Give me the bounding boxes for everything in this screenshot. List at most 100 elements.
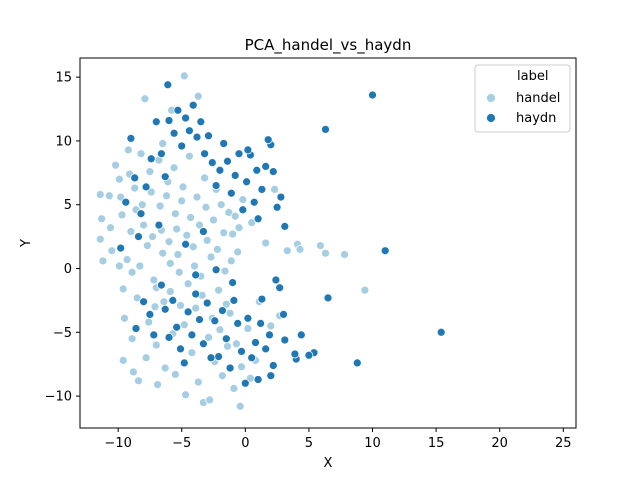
data-point-haydn — [154, 220, 164, 230]
data-point-haydn — [321, 125, 330, 134]
data-point-haydn — [265, 330, 274, 340]
data-point-handel — [95, 190, 105, 199]
data-point-haydn — [214, 352, 223, 361]
x-tick-label: 25 — [555, 436, 572, 451]
data-point-handel — [261, 238, 271, 248]
data-point-haydn — [179, 358, 189, 368]
x-tick-label: 5 — [305, 436, 313, 451]
data-point-handel — [144, 317, 154, 327]
data-point-handel — [151, 340, 161, 350]
data-point-haydn — [160, 304, 170, 314]
data-point-handel — [243, 324, 253, 333]
legend-title: label — [517, 69, 548, 84]
data-point-handel — [155, 201, 165, 211]
data-point-handel — [237, 362, 246, 372]
data-point-haydn — [228, 278, 237, 287]
y-axis: −10 −5 0 5 10 15 — [45, 71, 80, 405]
data-point-haydn — [266, 371, 276, 381]
data-point-haydn — [191, 289, 201, 299]
data-point-handel — [98, 256, 108, 266]
data-point-haydn — [146, 154, 156, 164]
data-point-haydn — [230, 171, 240, 180]
data-point-haydn — [263, 135, 273, 145]
data-point-handel — [186, 213, 195, 222]
data-point-handel — [164, 237, 174, 247]
data-point-haydn — [199, 227, 208, 236]
data-point-handel — [215, 325, 225, 335]
data-point-haydn — [188, 100, 198, 110]
data-point-haydn — [256, 319, 265, 328]
data-point-handel — [229, 384, 239, 393]
data-point-handel — [150, 302, 160, 312]
data-point-haydn — [195, 315, 204, 324]
y-tick-label: 5 — [64, 198, 72, 213]
data-point-haydn — [169, 128, 179, 138]
legend: label handel haydn — [474, 64, 571, 133]
data-point-handel — [192, 192, 202, 202]
data-point-haydn — [234, 149, 244, 159]
data-point-handel — [143, 241, 152, 250]
data-point-handel — [149, 275, 159, 285]
data-point-haydn — [200, 149, 209, 159]
x-axis: −10 −5 0 5 10 15 20 25 — [104, 428, 572, 451]
data-point-haydn — [187, 330, 197, 340]
data-point-handel — [158, 248, 168, 258]
data-point-handel — [148, 232, 157, 241]
data-point-handel — [127, 334, 137, 344]
data-point-handel — [132, 293, 142, 303]
data-point-haydn — [172, 322, 182, 332]
data-point-handel — [200, 173, 209, 183]
series-haydn — [116, 80, 446, 388]
data-point-handel — [266, 321, 276, 331]
data-point-handel — [209, 215, 218, 225]
y-tick-label: −5 — [53, 326, 72, 341]
data-point-handel — [204, 333, 213, 342]
data-point-haydn — [204, 131, 213, 141]
data-point-handel — [234, 223, 244, 233]
data-point-handel — [233, 247, 243, 257]
data-point-haydn — [210, 316, 220, 326]
data-point-handel — [171, 209, 180, 219]
data-point-handel — [115, 174, 124, 184]
data-point-haydn — [240, 378, 250, 388]
data-point-haydn — [206, 353, 216, 363]
data-point-haydn — [196, 117, 206, 127]
data-point-handel — [115, 261, 124, 271]
data-point-handel — [165, 287, 175, 296]
data-point-haydn — [145, 310, 155, 319]
data-point-haydn — [168, 296, 178, 305]
data-point-haydn — [268, 361, 278, 370]
data-point-handel — [193, 91, 203, 101]
data-point-haydn — [304, 350, 314, 360]
data-point-handel — [179, 320, 189, 330]
data-point-handel — [191, 303, 201, 313]
data-point-handel — [160, 363, 170, 373]
data-point-haydn — [211, 181, 221, 190]
data-point-handel — [162, 191, 171, 201]
data-point-handel — [230, 211, 240, 221]
legend-label-handel: handel — [516, 91, 560, 106]
data-point-handel — [316, 241, 325, 250]
x-tick-label: −10 — [104, 436, 131, 451]
data-point-haydn — [261, 344, 271, 354]
data-point-haydn — [151, 117, 161, 127]
data-point-handel — [221, 299, 231, 309]
data-point-haydn — [134, 232, 143, 241]
data-point-haydn — [116, 243, 126, 253]
data-point-haydn — [253, 375, 263, 384]
data-point-haydn — [176, 344, 185, 354]
data-point-handel — [187, 348, 197, 358]
data-point-handel — [145, 167, 155, 176]
data-point-haydn — [242, 177, 251, 187]
data-point-handel — [172, 224, 182, 234]
data-point-haydn — [368, 90, 377, 100]
legend-box — [474, 64, 571, 133]
data-point-haydn — [257, 294, 267, 304]
data-point-haydn — [141, 182, 151, 192]
data-point-handel — [190, 261, 199, 271]
data-point-handel — [205, 395, 215, 405]
data-point-handel — [176, 301, 185, 310]
data-point-handel — [137, 200, 147, 210]
data-point-haydn — [268, 167, 278, 176]
